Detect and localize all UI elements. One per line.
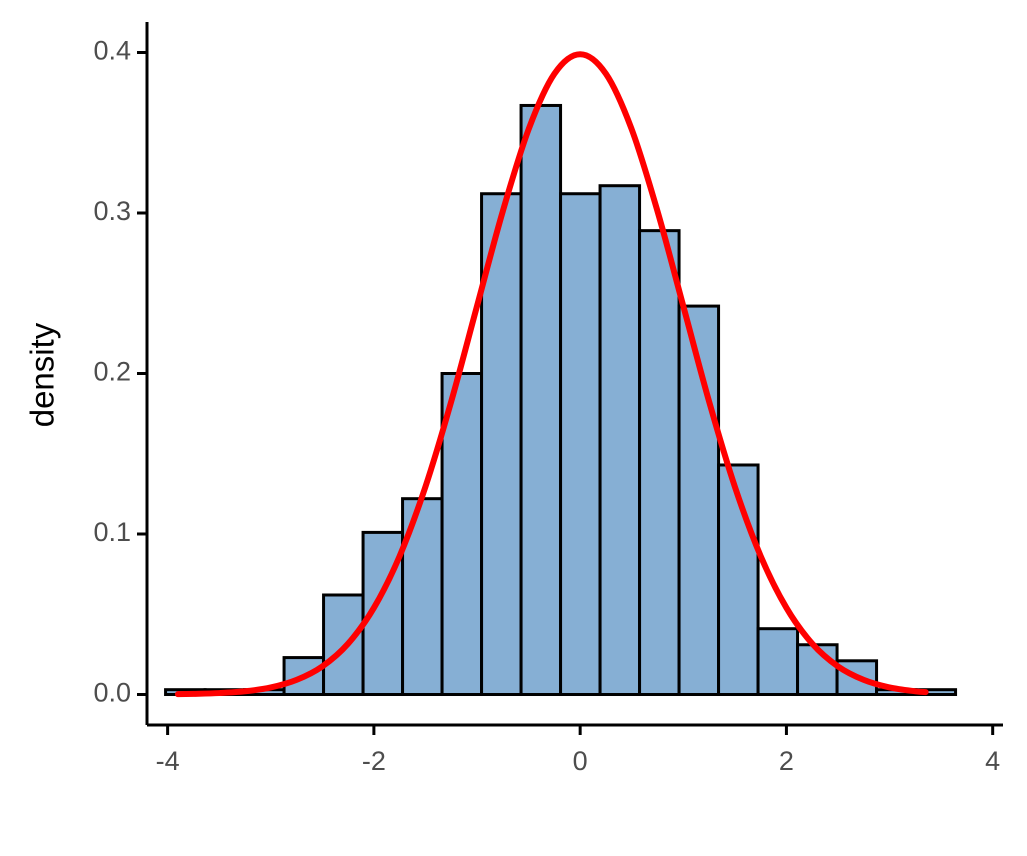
histogram-bar (598, 184, 642, 697)
histogram-bar (519, 103, 563, 697)
y-axis-title: density (24, 322, 61, 427)
histogram-bar (638, 229, 681, 697)
y-tick-label: 0.1 (93, 517, 131, 547)
x-tick-label: 4 (985, 746, 1000, 776)
x-tick-label: -4 (156, 746, 180, 776)
x-tick-label: 0 (573, 746, 588, 776)
y-tick-label: 0.3 (93, 196, 131, 226)
y-tick-label: 0.4 (93, 36, 131, 66)
x-tick-label: 2 (779, 746, 794, 776)
y-tick-label: 0.2 (93, 357, 131, 387)
x-tick-label: -2 (362, 746, 386, 776)
histogram-bar (756, 627, 800, 697)
density-curve (174, 51, 929, 698)
histogram-bar (559, 192, 602, 697)
y-tick-label: 0.0 (93, 678, 131, 708)
